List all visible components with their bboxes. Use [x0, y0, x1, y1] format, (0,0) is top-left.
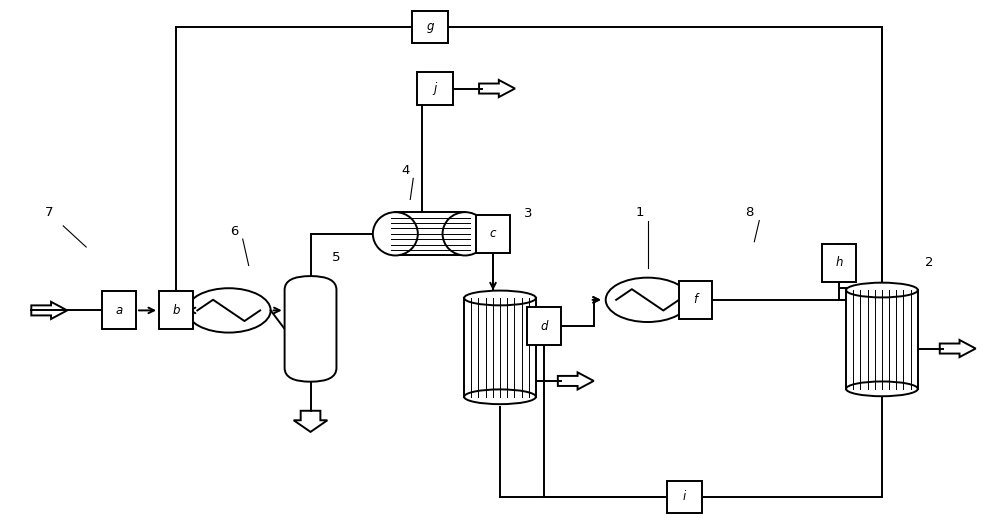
Text: 1: 1 — [635, 206, 644, 219]
Ellipse shape — [464, 290, 536, 305]
Text: h: h — [835, 256, 843, 269]
Ellipse shape — [846, 381, 918, 396]
Bar — [159, 292, 193, 329]
Bar — [395, 212, 465, 255]
Text: 7: 7 — [45, 206, 54, 219]
Bar — [527, 307, 561, 345]
Text: i: i — [683, 490, 686, 503]
Text: a: a — [115, 304, 123, 317]
Text: 2: 2 — [925, 256, 933, 269]
Bar — [464, 298, 536, 397]
Bar — [822, 244, 856, 282]
Text: j: j — [434, 82, 437, 95]
Ellipse shape — [464, 389, 536, 404]
Bar — [667, 481, 702, 513]
Bar — [476, 215, 510, 253]
Text: c: c — [490, 227, 496, 241]
Text: 3: 3 — [524, 207, 532, 220]
Text: g: g — [426, 20, 434, 33]
Bar — [102, 292, 136, 329]
Text: d: d — [540, 320, 548, 333]
Text: 8: 8 — [745, 206, 753, 219]
Ellipse shape — [846, 282, 918, 297]
Ellipse shape — [443, 212, 488, 255]
Text: 6: 6 — [231, 225, 239, 238]
Ellipse shape — [373, 212, 418, 255]
FancyBboxPatch shape — [285, 276, 336, 382]
Text: 4: 4 — [401, 164, 409, 177]
Bar — [417, 72, 453, 105]
Bar — [846, 290, 918, 389]
Text: 5: 5 — [332, 251, 341, 264]
Bar — [412, 11, 448, 43]
Bar — [679, 281, 712, 319]
Text: f: f — [693, 293, 698, 306]
Text: b: b — [172, 304, 180, 317]
